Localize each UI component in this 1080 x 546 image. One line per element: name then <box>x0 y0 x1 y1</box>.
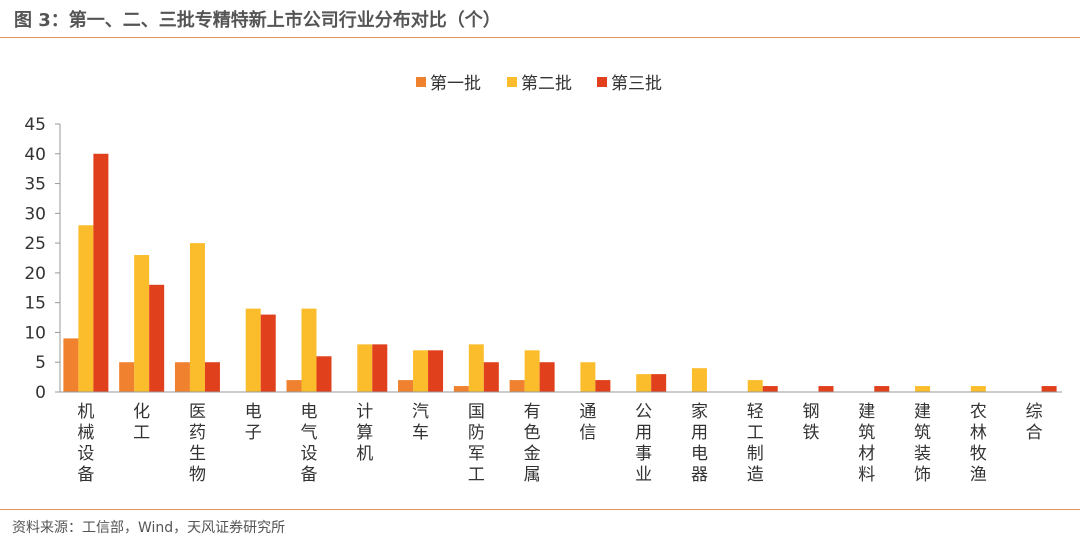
bar <box>204 362 220 392</box>
chart-legend: 第一批 第二批 第三批 <box>416 74 662 94</box>
x-tick-label: 机械设备 <box>77 402 94 485</box>
figure-title: 图 3：第一、二、三批专精特新上市公司行业分布对比（个） <box>14 10 501 31</box>
y-tick-label: 5 <box>35 353 46 373</box>
x-tick-label: 钢铁 <box>803 402 820 443</box>
y-tick-label: 45 <box>24 115 46 135</box>
bar <box>453 386 469 392</box>
legend-label: 第三批 <box>611 74 662 94</box>
bar <box>1041 386 1057 392</box>
bar <box>78 225 94 392</box>
bar <box>468 344 484 392</box>
x-tick-label: 计算机 <box>356 402 373 464</box>
bar <box>651 374 667 392</box>
bar <box>286 380 302 392</box>
x-tick-label: 化工 <box>133 402 150 443</box>
bar <box>316 356 332 392</box>
bar <box>524 350 540 392</box>
x-tick-label: 综合 <box>1026 402 1043 443</box>
bar <box>413 350 429 392</box>
x-tick-label: 轻工制造 <box>747 402 764 485</box>
bar <box>398 380 414 392</box>
y-tick-label: 15 <box>24 294 46 314</box>
bar <box>915 386 931 392</box>
bar <box>134 255 150 392</box>
bar <box>874 386 890 392</box>
bar <box>93 153 109 392</box>
legend-swatch <box>416 77 426 87</box>
bar-series <box>63 153 1057 392</box>
y-tick-label: 20 <box>24 264 46 284</box>
x-tick-label: 有色金属 <box>524 402 541 485</box>
legend-label: 第二批 <box>521 74 572 94</box>
bar <box>970 386 986 392</box>
bar <box>636 374 652 392</box>
bar <box>245 308 261 392</box>
bar <box>189 243 205 392</box>
bar <box>149 284 165 392</box>
bar <box>595 380 611 392</box>
y-tick-label: 0 <box>35 383 46 403</box>
x-axis: 机械设备 化工 医药生物 电子 电气设备 计算机 汽车 国防军工 有色金属 通信 公用事业 家用电器 轻… <box>60 391 1062 485</box>
x-tick-label: 电气设备 <box>301 402 318 485</box>
bar <box>357 344 373 392</box>
y-axis: 0 5 10 15 20 25 30 35 40 45 <box>24 115 61 403</box>
bar <box>372 344 388 392</box>
y-tick-label: 25 <box>24 234 46 254</box>
bar <box>747 380 763 392</box>
y-tick-label: 30 <box>24 204 46 224</box>
y-tick-label: 40 <box>24 145 46 165</box>
bar <box>539 362 555 392</box>
title-divider <box>0 37 1080 38</box>
bar <box>509 380 525 392</box>
source-divider <box>0 509 1080 510</box>
x-tick-label: 国防军工 <box>468 402 485 485</box>
y-tick-label: 10 <box>24 323 46 343</box>
x-tick-label: 家用电器 <box>691 402 708 485</box>
bar <box>762 386 778 392</box>
legend-swatch <box>597 77 607 87</box>
bar <box>580 362 596 392</box>
x-tick-label: 通信 <box>579 402 596 443</box>
source-note: 资料来源：工信部，Wind，天风证券研究所 <box>12 520 286 536</box>
x-tick-label: 汽车 <box>412 402 429 443</box>
bar <box>260 314 276 392</box>
bar <box>691 368 707 392</box>
x-tick-label: 医药生物 <box>189 402 206 485</box>
bar <box>174 362 190 392</box>
bar <box>301 308 317 392</box>
y-tick-label: 35 <box>24 175 46 195</box>
bar <box>428 350 444 392</box>
bar <box>119 362 135 392</box>
x-tick-label: 建筑装饰 <box>914 402 931 485</box>
x-tick-label: 公用事业 <box>635 402 652 485</box>
bar <box>483 362 499 392</box>
bar <box>63 338 79 392</box>
legend-swatch <box>507 77 517 87</box>
bar <box>818 386 834 392</box>
x-tick-label: 农林牧渔 <box>970 402 987 485</box>
legend-label: 第一批 <box>430 74 481 94</box>
x-tick-label: 建筑材料 <box>858 402 875 485</box>
x-tick-label: 电子 <box>245 402 262 443</box>
